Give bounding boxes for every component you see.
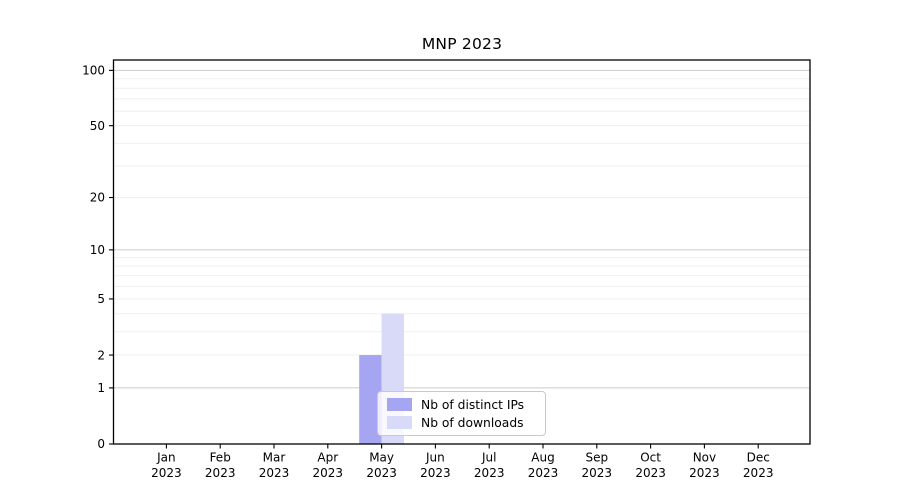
x-tick-label-month: Mar	[263, 451, 286, 465]
legend-swatch-downloads	[387, 416, 412, 429]
y-tick-label: 1	[97, 381, 105, 395]
x-tick-label-year: 2023	[420, 466, 451, 480]
x-tick-label-month: May	[369, 451, 394, 465]
x-tick-label-year: 2023	[689, 466, 720, 480]
x-tick-label-month: Dec	[747, 451, 770, 465]
x-tick-label-month: Sep	[585, 451, 608, 465]
y-tick-label: 100	[82, 64, 105, 78]
x-tick-label-month: Jan	[156, 451, 176, 465]
y-tick-label: 10	[90, 243, 105, 257]
x-tick-label-month: Apr	[317, 451, 338, 465]
legend-label-downloads: Nb of downloads	[421, 415, 524, 430]
x-tick-label-year: 2023	[528, 466, 559, 480]
x-tick-label-year: 2023	[151, 466, 182, 480]
y-tick-label: 50	[90, 119, 105, 133]
y-tick-label: 5	[97, 292, 105, 306]
legend-swatch-distinct-ips	[387, 398, 412, 411]
x-tick-label-month: Nov	[693, 451, 716, 465]
x-tick-label-year: 2023	[474, 466, 505, 480]
x-tick-label-month: Feb	[210, 451, 231, 465]
y-tick-label: 20	[90, 191, 105, 205]
x-tick-label-month: Jul	[481, 451, 496, 465]
y-tick-label: 0	[97, 437, 105, 451]
legend-item-distinct-ips: Nb of distinct IPs	[387, 398, 537, 412]
x-tick-label-year: 2023	[582, 466, 613, 480]
y-tick-label: 2	[97, 348, 105, 362]
x-tick-label-year: 2023	[366, 466, 397, 480]
legend: Nb of distinct IPs Nb of downloads	[377, 391, 546, 436]
legend-item-downloads: Nb of downloads	[387, 416, 537, 430]
x-tick-label-year: 2023	[313, 466, 344, 480]
plot-border	[112, 59, 811, 445]
x-tick-label-year: 2023	[743, 466, 774, 480]
legend-label-distinct-ips: Nb of distinct IPs	[421, 397, 525, 412]
chart-title: MNP 2023	[421, 35, 503, 53]
x-tick-label-year: 2023	[635, 466, 666, 480]
x-tick-label-year: 2023	[259, 466, 290, 480]
x-tick-label-year: 2023	[205, 466, 236, 480]
x-tick-label-month: Jun	[425, 451, 445, 465]
x-tick-label-month: Aug	[531, 451, 554, 465]
x-tick-label-month: Oct	[640, 451, 661, 465]
bar-distinct-ips	[359, 355, 382, 444]
